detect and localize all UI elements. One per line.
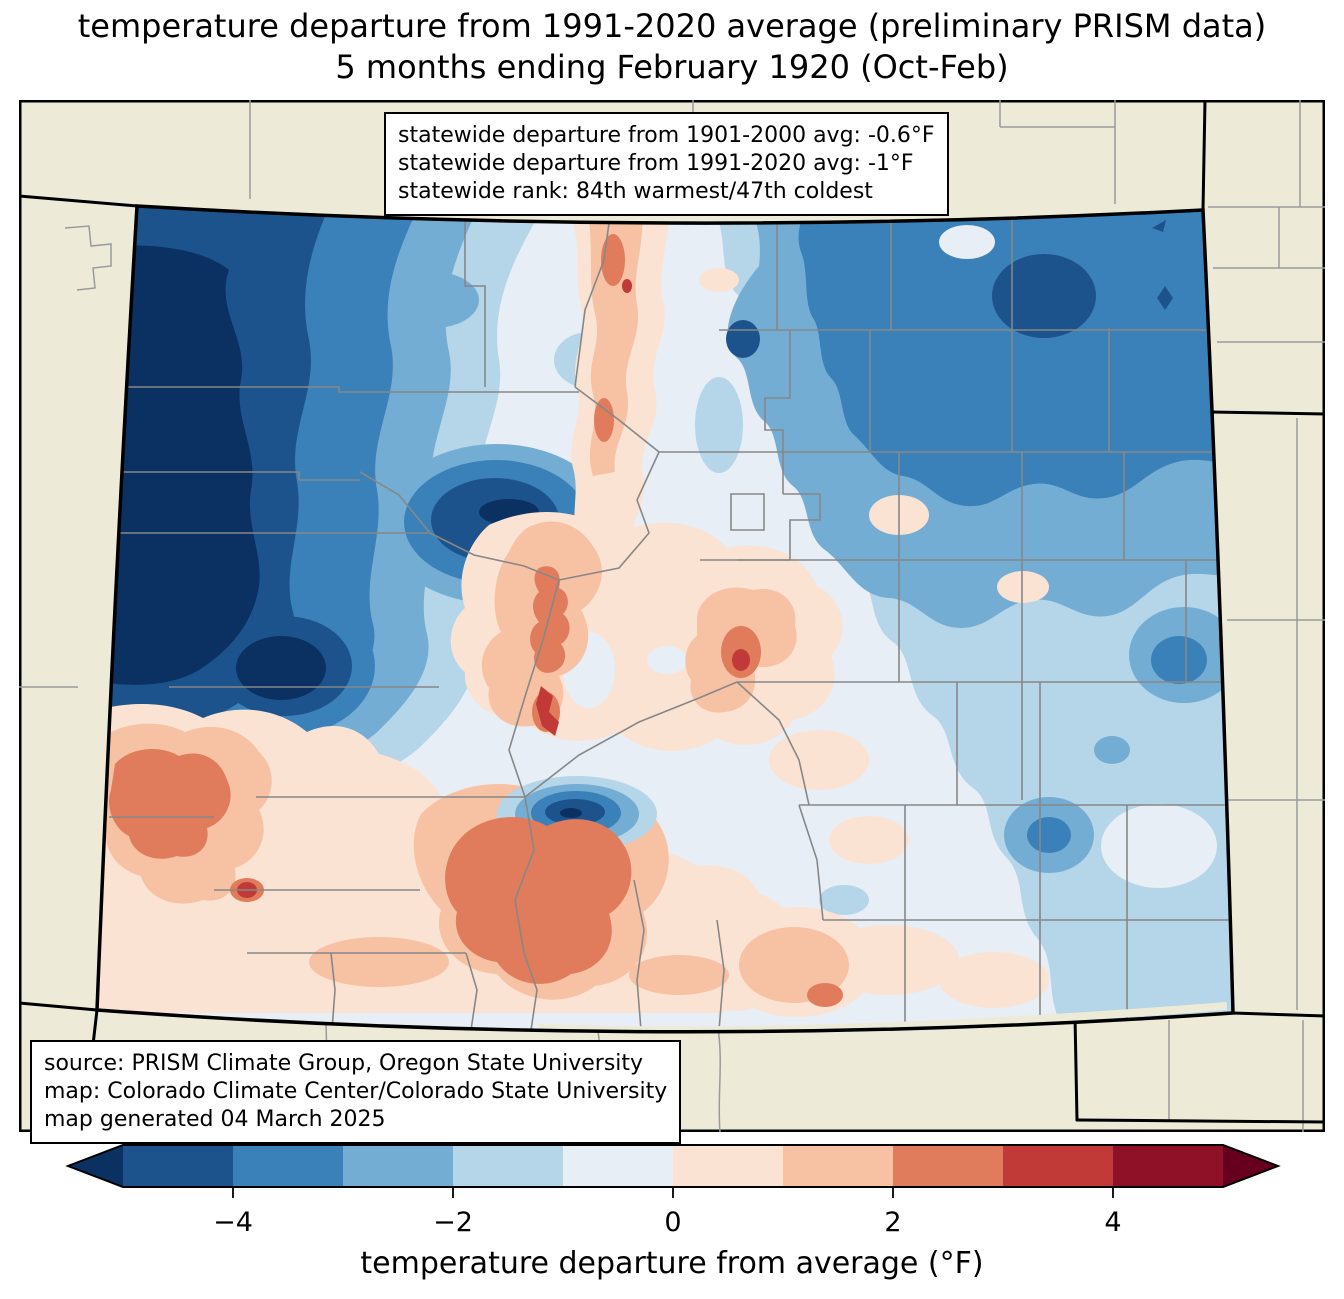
colorbar-segments [68,1145,1278,1187]
statewide-stats-box: statewide departure from 1901-2000 avg: … [384,112,949,216]
colorbar-segment [1113,1145,1223,1187]
map-credit-line: map: Colorado Climate Center/Colorado St… [44,1079,668,1104]
colorado-border [95,204,1235,1034]
anomaly-field [97,206,1233,1032]
colorbar-segment [123,1145,233,1187]
colorbar-segment [783,1145,893,1187]
source-attribution-box: source: PRISM Climate Group, Oregon Stat… [30,1040,682,1144]
county-boundaries [97,207,1231,1031]
figure-title: temperature departure from 1991-2020 ave… [0,6,1344,88]
map-area [17,98,1327,1134]
figure-title-line2: 5 months ending February 1920 (Oct-Feb) [335,48,1009,86]
stat-departure-1991-2020: statewide departure from 1991-2020 avg: … [398,151,914,176]
colorbar-under-arrow [68,1145,123,1187]
colorbar-segment [893,1145,1003,1187]
colorado-anomaly-map [17,98,1327,1134]
colorbar-tick-label: 0 [664,1207,681,1238]
colorbar-segment [453,1145,563,1187]
colorbar-axis-label: temperature departure from average (°F) [360,1246,983,1281]
colorbar-over-arrow [1223,1145,1278,1187]
colorbar-tick-label: 2 [884,1207,901,1238]
source-line: source: PRISM Climate Group, Oregon Stat… [44,1051,644,1076]
figure-title-line1: temperature departure from 1991-2020 ave… [77,7,1267,45]
colorbar: −4 −2 0 2 4 temperature departure from avera… [65,1144,1281,1281]
colorbar-tick-label: −4 [213,1207,253,1238]
colorbar-segment [233,1145,343,1187]
colorbar-segment [343,1145,453,1187]
colorbar-segment [1003,1145,1113,1187]
colorbar-tick-label: 4 [1104,1207,1121,1238]
generated-date-line: map generated 04 March 2025 [44,1107,386,1132]
colorbar-outline [65,1144,1281,1188]
colorbar-tick-label: −2 [433,1207,473,1238]
stat-departure-1901-2000: statewide departure from 1901-2000 avg: … [398,123,935,148]
colorbar-segment [673,1145,783,1187]
stat-rank: statewide rank: 84th warmest/47th coldes… [398,179,873,204]
colorbar-ticks: −4 −2 0 2 4 [213,1187,1122,1238]
colorbar-segment [563,1145,673,1187]
